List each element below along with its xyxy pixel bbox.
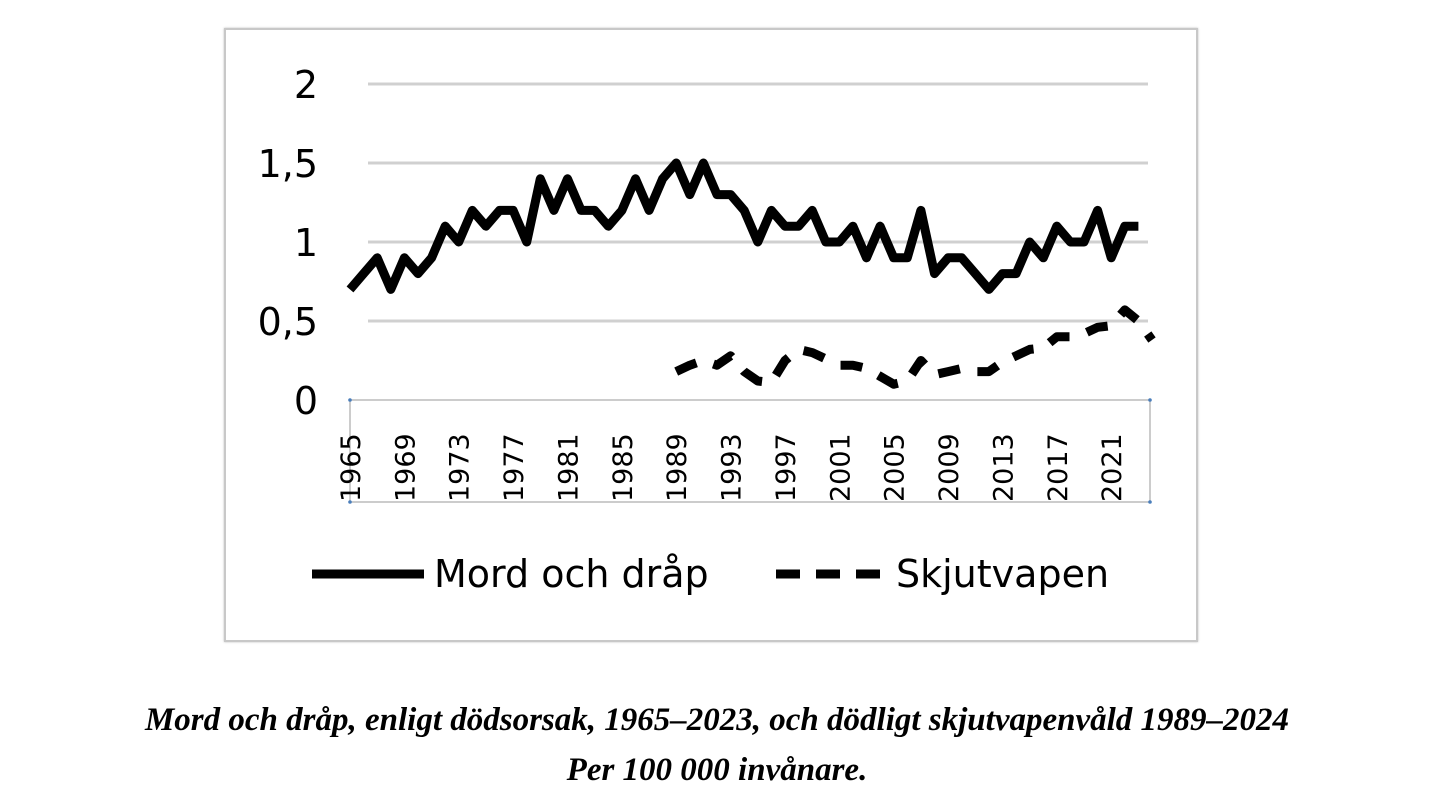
caption-line-2: Per 100 000 invånare. xyxy=(566,752,868,788)
chart-frame: 0 0,5 1 1,5 2 1965 1969 1973 1977 1981 1985 1989 19… xyxy=(224,28,1198,642)
gridlines xyxy=(368,82,1148,323)
x-tick-label: 1981 xyxy=(553,433,584,502)
x-tick-label: 1973 xyxy=(445,433,476,502)
caption-line-1: Mord och dråp, enligt dödsorsak, 1965–20… xyxy=(144,702,1290,738)
x-tick-label: 2013 xyxy=(988,433,1019,502)
y-axis-ticks: 0 0,5 1 1,5 2 xyxy=(258,63,318,423)
y-tick-label: 0,5 xyxy=(258,300,318,344)
x-tick-label: 1997 xyxy=(771,433,802,502)
x-tick-label: 2001 xyxy=(825,433,856,502)
y-tick-label: 2 xyxy=(294,63,318,107)
x-tick-label: 1965 xyxy=(336,433,367,502)
series-lines xyxy=(346,158,1156,389)
figure-caption: Mord och dråp, enligt dödsorsak, 1965–20… xyxy=(0,695,1434,795)
x-tick-label: 1969 xyxy=(390,433,421,502)
line-chart: 00,511,52 1965 1969 1973 1977 1981 1985 1989 19… xyxy=(258,63,1156,596)
series-line-skjutvapen xyxy=(674,305,1156,389)
x-tick-label: 2017 xyxy=(1043,433,1074,502)
x-tick-label: 2021 xyxy=(1097,433,1128,502)
selection-handle xyxy=(348,398,352,402)
x-tick-label: 1985 xyxy=(608,433,639,502)
legend-label-mord: Mord och dråp xyxy=(434,552,709,596)
selection-handle xyxy=(1148,398,1152,402)
x-axis xyxy=(348,398,1152,504)
selection-handle xyxy=(1148,500,1152,504)
x-tick-label: 1977 xyxy=(499,433,530,502)
y-tick-label: 1 xyxy=(294,221,318,265)
y-tick-label: 0 xyxy=(294,379,318,423)
x-tick-label: 2005 xyxy=(880,433,911,502)
selection-handle xyxy=(348,500,352,504)
legend: Mord och dråp Skjutvapen xyxy=(312,552,1109,596)
x-tick-label: 1993 xyxy=(717,433,748,502)
x-axis-box xyxy=(349,399,1151,503)
x-tick-label: 1989 xyxy=(662,433,693,502)
x-tick-label: 2009 xyxy=(934,433,965,502)
x-axis-ticks: 1965 1969 1973 1977 1981 1985 1989 1993 1997 2001… xyxy=(336,433,1128,502)
series-line-mord xyxy=(346,158,1139,294)
y-tick-label: 1,5 xyxy=(258,142,318,186)
legend-label-skjutvapen: Skjutvapen xyxy=(896,552,1109,596)
